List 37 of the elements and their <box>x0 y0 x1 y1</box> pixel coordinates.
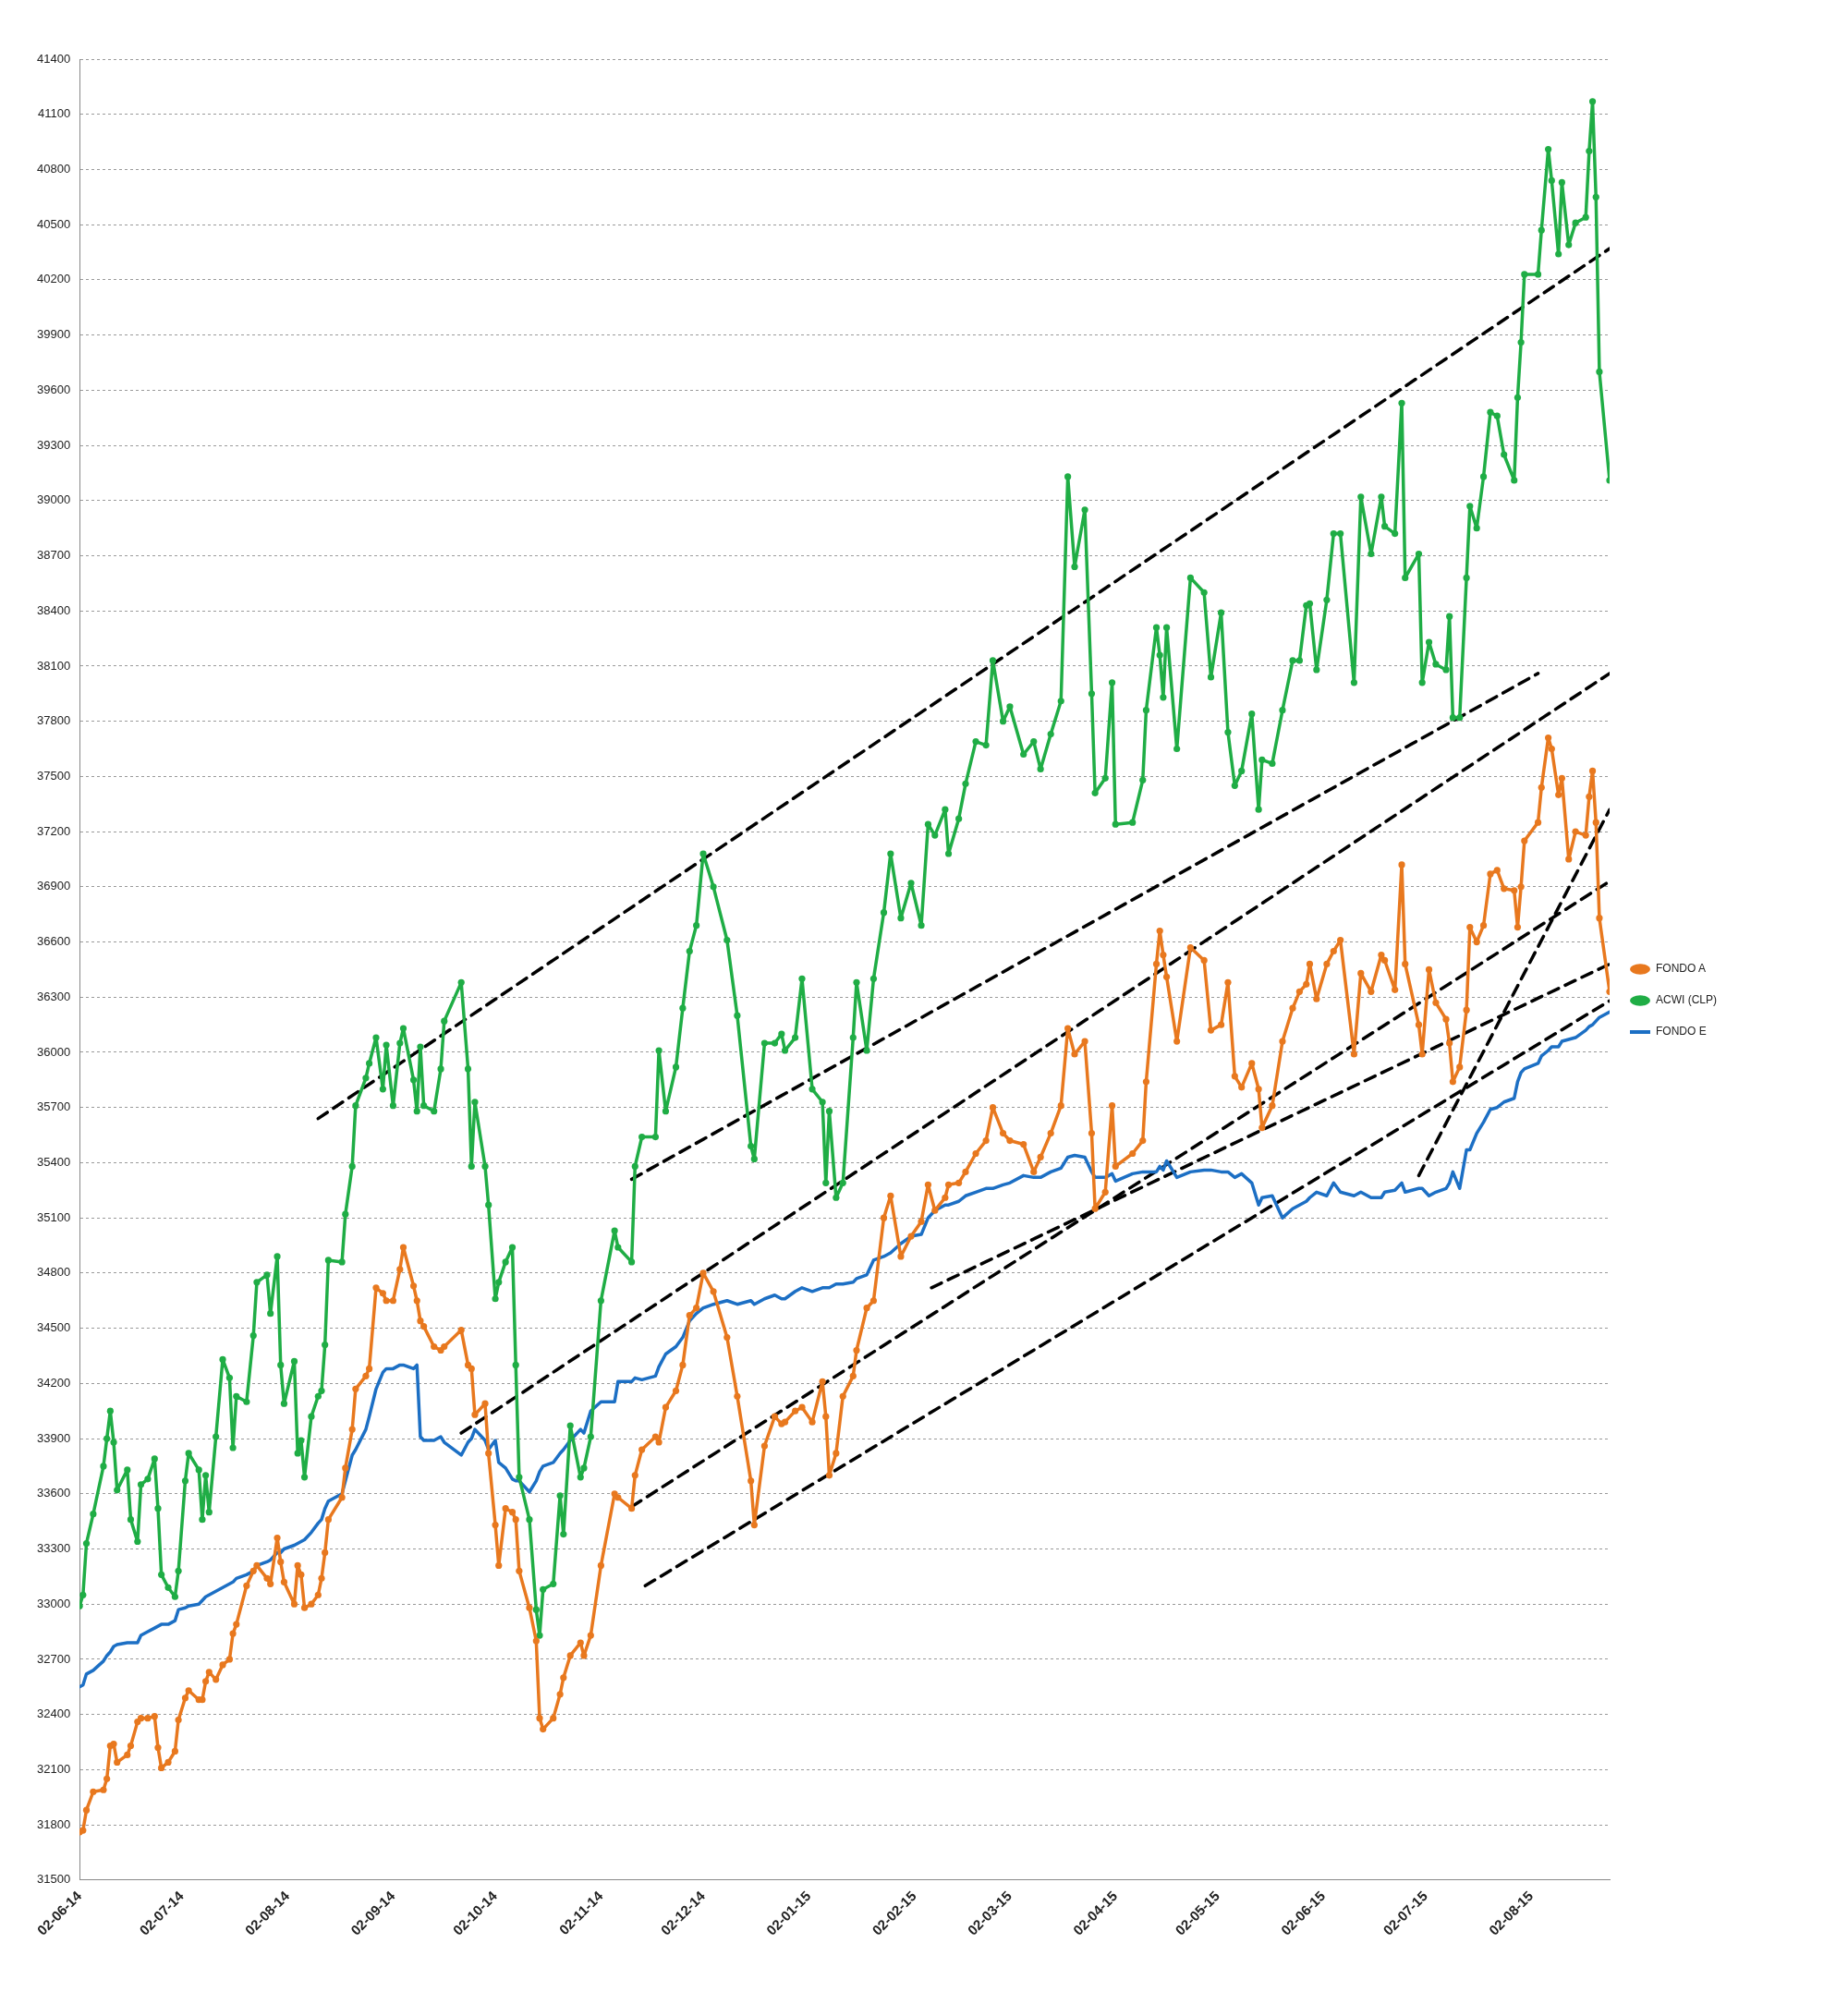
y-tick-label: 40800 <box>36 162 71 176</box>
y-tick-label: 33000 <box>36 1596 71 1610</box>
y-tick-label: 40500 <box>36 216 71 231</box>
y-tick-label: 36300 <box>36 989 71 1003</box>
y-tick-label: 40200 <box>36 272 71 286</box>
y-tick-label: 32700 <box>36 1651 71 1666</box>
y-tick-label: 35400 <box>36 1155 71 1170</box>
y-tick-label: 32100 <box>36 1761 71 1776</box>
y-tick-label: 34800 <box>36 1265 71 1280</box>
y-tick-label: 39900 <box>36 327 71 342</box>
y-tick-label: 37200 <box>36 823 71 838</box>
y-tick-label: 31800 <box>36 1816 71 1831</box>
y-tick-label: 35100 <box>36 1209 71 1224</box>
y-tick-label: 31500 <box>36 1872 71 1887</box>
y-tick-label: 35700 <box>36 1099 71 1114</box>
y-tick-label: 33300 <box>36 1541 71 1556</box>
y-tick-label: 34500 <box>36 1320 71 1335</box>
legend-label: ACWI (CLP) <box>1656 993 1717 1007</box>
y-tick-label: 32400 <box>36 1706 71 1721</box>
y-tick-label: 38100 <box>36 658 71 673</box>
y-tick-label: 39600 <box>36 382 71 396</box>
y-tick-label: 41100 <box>37 106 71 121</box>
legend-label: FONDO A <box>1656 962 1707 976</box>
y-tick-label: 39300 <box>36 437 71 452</box>
y-tick-label: 37500 <box>36 768 71 783</box>
y-tick-label: 36000 <box>36 1044 71 1059</box>
y-tick-label: 41400 <box>36 51 71 66</box>
y-tick-label: 36900 <box>36 879 71 893</box>
y-tick-label: 36600 <box>36 934 71 949</box>
y-tick-label: 38700 <box>36 548 71 563</box>
y-tick-label: 33900 <box>36 1430 71 1445</box>
y-tick-label: 39000 <box>36 492 71 507</box>
legend-label: FONDO E <box>1656 1025 1707 1038</box>
y-tick-label: 34200 <box>36 1375 71 1390</box>
y-tick-label: 37800 <box>36 713 71 728</box>
y-tick-label: 33600 <box>36 1486 71 1500</box>
y-tick-label: 38400 <box>36 602 71 617</box>
